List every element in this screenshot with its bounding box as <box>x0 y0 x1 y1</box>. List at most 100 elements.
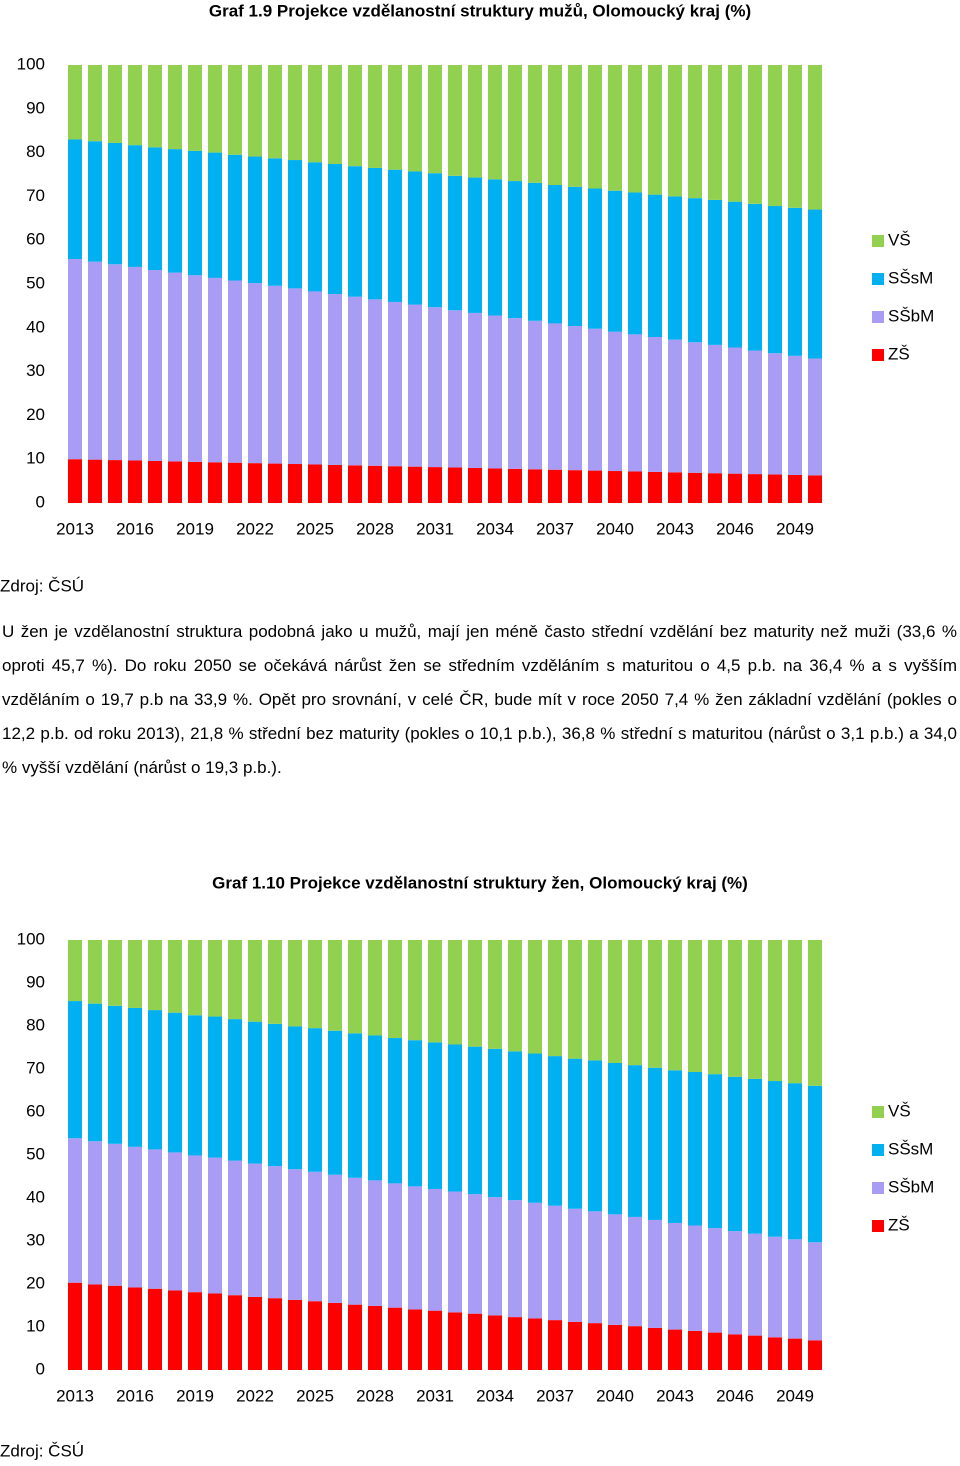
x-tick-label: 2025 <box>296 519 334 538</box>
bar-segment <box>488 940 502 1049</box>
bar-segment <box>788 1083 802 1240</box>
bar-segment <box>688 1072 702 1226</box>
bar-segment <box>808 358 822 476</box>
x-tick-label: 2016 <box>116 519 154 538</box>
legend-label: SŠsM <box>888 1139 933 1158</box>
bar-segment <box>528 320 542 470</box>
bar-segment <box>728 1231 742 1335</box>
y-tick-label: 60 <box>26 230 45 249</box>
bar-segment <box>528 1318 542 1370</box>
bar-segment <box>628 940 642 1066</box>
bar-segment <box>628 471 642 503</box>
legend-swatch <box>872 1144 884 1156</box>
bar-segment <box>568 326 582 471</box>
x-tick-label: 2034 <box>476 1386 514 1405</box>
bar-segment <box>168 1012 182 1153</box>
legend-label: SŠsM <box>888 268 933 287</box>
bar-segment <box>108 65 122 143</box>
legend-label: SŠbM <box>888 1177 934 1196</box>
bar-segment <box>488 1315 502 1370</box>
bar-segment <box>728 940 742 1077</box>
bar-segment <box>508 318 522 469</box>
x-tick-label: 2037 <box>536 519 574 538</box>
bar-segment <box>88 459 102 503</box>
bar-segment <box>768 206 782 354</box>
bar-segment <box>608 1214 622 1325</box>
x-tick-label: 2019 <box>176 1386 214 1405</box>
x-tick-label: 2028 <box>356 519 394 538</box>
bar-segment <box>608 1062 622 1215</box>
bar-segment <box>388 65 402 170</box>
bar-segment <box>628 1216 642 1327</box>
bar-segment <box>168 272 182 462</box>
legend-label: ZŠ <box>888 1215 910 1234</box>
bar-segment <box>168 65 182 150</box>
legend-label: SŠbM <box>888 306 934 325</box>
bar-segment <box>388 1183 402 1308</box>
chart-title: Graf 1.10 Projekce vzdělanostní struktur… <box>212 873 748 892</box>
bar-segment <box>348 65 362 167</box>
bar-segment <box>88 1003 102 1142</box>
bar-segment <box>808 940 822 1086</box>
bar-segment <box>68 1001 82 1139</box>
bar-segment <box>588 328 602 471</box>
bar-segment <box>388 1038 402 1184</box>
bar-segment <box>588 65 602 189</box>
legend-swatch <box>872 235 884 247</box>
bar-segment <box>688 198 702 343</box>
bar-segment <box>448 1044 462 1192</box>
bar-segment <box>368 465 382 503</box>
bar-segment <box>728 347 742 474</box>
bar-segment <box>768 1081 782 1237</box>
bar-segment <box>648 1219 662 1328</box>
bar-segment <box>528 65 542 183</box>
bar-segment <box>508 940 522 1052</box>
bar-segment <box>768 353 782 475</box>
y-tick-label: 50 <box>26 273 45 292</box>
legend-label: ZŠ <box>888 344 910 363</box>
y-tick-label: 40 <box>26 1187 45 1206</box>
bar-segment <box>228 280 242 463</box>
bar-segment <box>528 1202 542 1319</box>
bar-segment <box>788 1338 802 1370</box>
bar-segment <box>668 1222 682 1330</box>
bar-segment <box>448 1191 462 1313</box>
bar-segment <box>128 1007 142 1147</box>
x-tick-label: 2013 <box>56 1386 94 1405</box>
bar-segment <box>408 171 422 305</box>
bar-segment <box>728 65 742 202</box>
bar-segment <box>168 149 182 273</box>
bar-segment <box>128 940 142 1008</box>
bar-segment <box>548 940 562 1057</box>
bar-segment <box>808 65 822 210</box>
bar-segment <box>628 192 642 335</box>
bar-segment <box>328 1302 342 1370</box>
bar-segment <box>628 334 642 472</box>
bar-segment <box>748 1335 762 1370</box>
y-tick-label: 40 <box>26 317 45 336</box>
bar-segment <box>768 1236 782 1338</box>
legend-swatch <box>872 1106 884 1118</box>
bar-segment <box>368 65 382 168</box>
y-tick-label: 20 <box>26 1273 45 1292</box>
bar-segment <box>468 65 482 178</box>
bar-segment <box>528 940 542 1054</box>
bar-segment <box>148 269 162 461</box>
x-tick-label: 2019 <box>176 519 214 538</box>
bar-segment <box>148 1288 162 1370</box>
bar-segment <box>708 344 722 474</box>
bar-segment <box>348 296 362 466</box>
bar-segment <box>388 1307 402 1370</box>
bar-segment <box>688 472 702 503</box>
bar-segment <box>728 473 742 503</box>
bar-segment <box>408 304 422 467</box>
bar-segment <box>688 1225 702 1331</box>
bar-segment <box>288 288 302 465</box>
bar-segment <box>408 1309 422 1370</box>
bar-segment <box>208 1016 222 1158</box>
bar-segment <box>548 1205 562 1321</box>
bar-segment <box>748 65 762 204</box>
bar-segment <box>408 1040 422 1187</box>
bar-segment <box>468 312 482 468</box>
bar-segment <box>408 940 422 1041</box>
